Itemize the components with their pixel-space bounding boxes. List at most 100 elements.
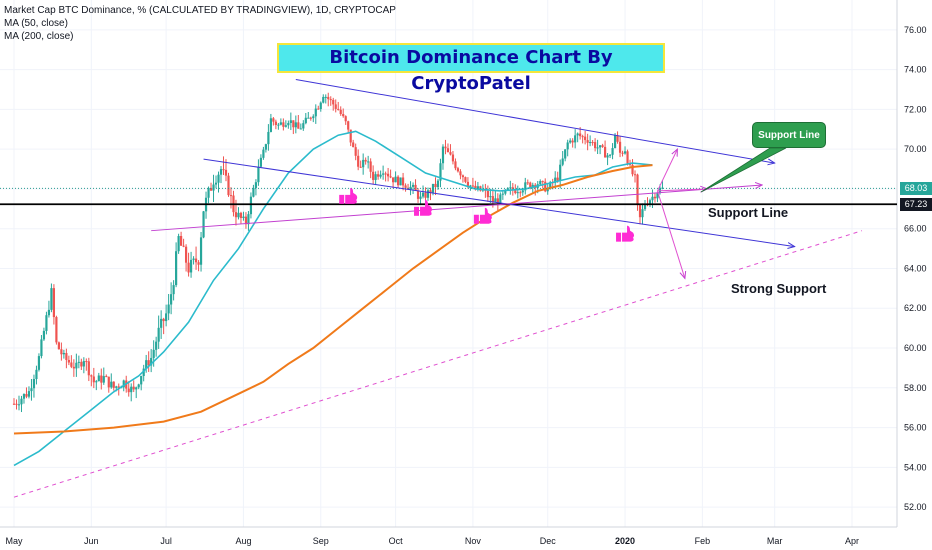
candle-body (180, 236, 183, 246)
candle-body (82, 361, 85, 367)
candle-body (105, 376, 108, 378)
thumbs-up-icon (479, 207, 492, 224)
candle-body (307, 117, 310, 119)
candle-body (621, 152, 624, 154)
candle-body (549, 182, 552, 189)
candle-body (444, 146, 447, 149)
candle-body (516, 192, 519, 194)
x-tick-label: May (5, 536, 23, 546)
candle-body (611, 148, 614, 155)
candle-body (219, 169, 223, 175)
candle-body (272, 118, 275, 122)
candle-body (459, 171, 462, 176)
candle-body (416, 190, 420, 199)
candle-body (541, 181, 544, 183)
candle-body (217, 174, 220, 183)
candle-body (529, 182, 532, 188)
candle-body (122, 380, 125, 388)
strong-support-label: Strong Support (731, 281, 827, 296)
ma200-legend: MA (200, close) (4, 31, 74, 42)
candle-body (389, 176, 392, 178)
candle-body (441, 146, 445, 164)
candle-body (20, 398, 23, 405)
candle-body (110, 381, 113, 388)
candle-body (633, 174, 637, 176)
projection-arrow (657, 149, 677, 192)
candle-body (12, 403, 16, 405)
candle-body (284, 125, 287, 127)
candle-body (367, 161, 370, 163)
y-tick-label: 60.00 (904, 343, 927, 353)
candle-body (429, 190, 432, 193)
x-tick-label: Aug (235, 536, 251, 546)
candle-body (60, 349, 63, 355)
candle-body (142, 368, 145, 377)
candle-body (571, 140, 574, 143)
candle-body (189, 259, 193, 273)
x-tick-label: Oct (389, 536, 404, 546)
candle-body (135, 387, 138, 390)
candle-body (97, 375, 100, 382)
y-tick-label: 70.00 (904, 144, 927, 154)
candle-body (65, 352, 68, 360)
candle-body (184, 246, 188, 263)
candle-body (50, 288, 53, 310)
candle-body (85, 361, 88, 363)
candle-body (35, 369, 38, 380)
candle-body (539, 181, 542, 185)
candle-body (175, 251, 178, 286)
y-tick-label: 72.00 (904, 104, 927, 114)
candle-body (172, 285, 175, 295)
candle-body (137, 384, 140, 388)
candle-body (177, 236, 180, 252)
candle-body (237, 212, 240, 218)
candle-body (287, 123, 290, 126)
candle-body (584, 136, 587, 141)
thumbs-up-icon (345, 187, 358, 204)
candle-body (107, 376, 110, 388)
candle-body (362, 159, 365, 168)
candle-body (145, 360, 148, 369)
candle-body (426, 190, 430, 198)
candle-body (40, 339, 43, 357)
candle-body (641, 209, 644, 218)
candle-body (372, 171, 375, 180)
candle-body (618, 141, 622, 153)
candle-body (414, 184, 417, 191)
candle-body (451, 154, 455, 162)
candle-body (382, 173, 385, 175)
y-tick-label: 74.00 (904, 65, 927, 75)
candle-body (449, 152, 452, 155)
candle-body (594, 142, 597, 149)
candle-body (140, 376, 143, 385)
candle-body (162, 318, 165, 322)
candle-body (374, 174, 377, 180)
candle-body (581, 136, 584, 138)
x-tick-label: Jun (84, 536, 99, 546)
x-tick-label: Nov (465, 536, 482, 546)
candle-body (638, 205, 642, 218)
thumb-cuff (339, 194, 345, 204)
candle-body (608, 154, 612, 156)
candle-body (377, 174, 380, 177)
candle-body (57, 342, 60, 350)
thumb-cuff (616, 232, 622, 242)
candle-body (364, 159, 367, 162)
thumbs-up-icon (622, 225, 635, 242)
ma200-line (13, 164, 653, 435)
candle-body (656, 193, 659, 199)
candle-body (187, 262, 190, 273)
candle-body (546, 188, 549, 192)
candle-body (514, 190, 517, 194)
candle-body (37, 356, 41, 370)
candle-body (150, 357, 153, 366)
candle-body (247, 214, 250, 225)
candle-body (314, 108, 317, 117)
candle-body (95, 381, 98, 383)
y-tick-label: 54.00 (904, 462, 927, 472)
candle-body (424, 192, 427, 198)
candle-body (599, 145, 602, 148)
candle-body (329, 99, 332, 101)
candle-body (352, 142, 355, 148)
candle-body (401, 177, 405, 186)
